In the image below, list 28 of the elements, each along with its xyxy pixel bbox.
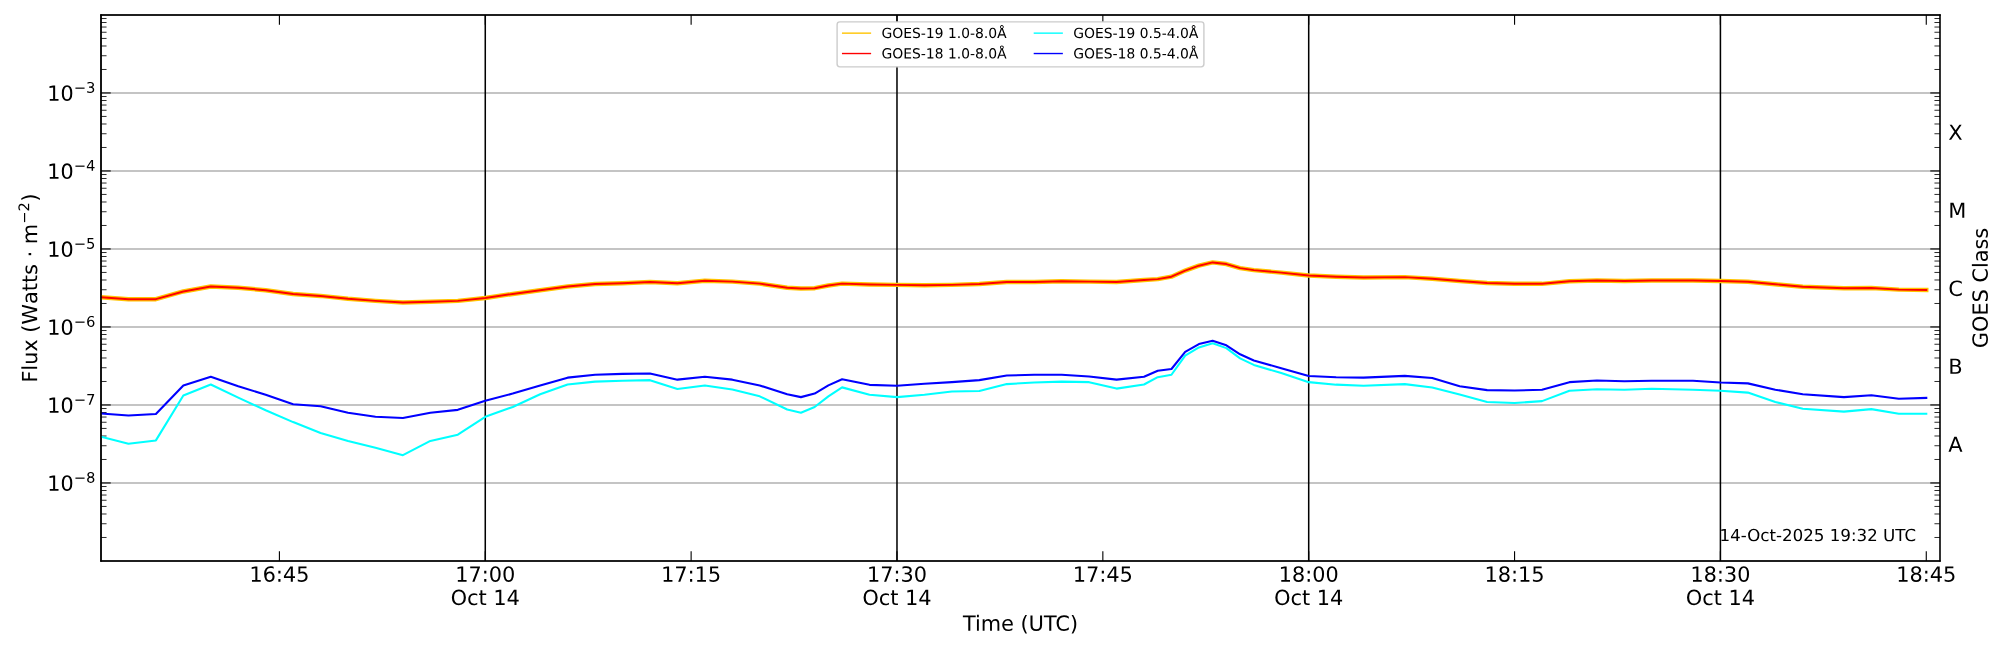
annotation: 14-Oct-2025 19:32 UTC <box>1721 528 1916 542</box>
category-label: B <box>1950 358 1962 374</box>
x-tick-label: 17:00 Oct 14 <box>451 566 519 606</box>
y-tick-label: 10$^{−4}$ <box>49 160 95 180</box>
y2-axis-title: GOES Class <box>1971 228 1988 347</box>
legend-label: GOES-19 0.5-4.0Å <box>1074 25 1199 39</box>
x-tick-label: 18:45 <box>1898 566 1955 582</box>
y-tick-label: 10$^{−5}$ <box>49 238 95 258</box>
y-tick-label: 10$^{−6}$ <box>49 315 95 335</box>
y-tick-label: 10$^{−8}$ <box>49 471 95 491</box>
y-axis-title: Flux (Watts · m$^{−2}$) <box>18 195 40 381</box>
x-tick-label: 18:30 Oct 14 <box>1687 566 1754 606</box>
x-axis-title: Time (UTC) <box>962 614 1077 634</box>
legend-label: GOES-18 1.0-8.0Å <box>882 45 1007 59</box>
category-label: A <box>1948 436 1963 452</box>
category-label: M <box>1950 202 1965 218</box>
x-tick-label: 17:15 <box>663 566 720 582</box>
y-tick-label: 10$^{−7}$ <box>49 394 95 414</box>
category-label: X <box>1948 124 1962 140</box>
x-tick-label: 17:30 Oct 14 <box>863 566 931 606</box>
legend-label: GOES-18 0.5-4.0Å <box>1074 45 1199 59</box>
x-tick-label: 17:45 <box>1075 566 1132 582</box>
y-tick-label: 10$^{−3}$ <box>49 81 95 101</box>
x-tick-label: 16:45 <box>251 566 308 582</box>
x-tick-label: 18:15 <box>1486 566 1543 582</box>
x-tick-label: 18:00 Oct 14 <box>1275 566 1343 606</box>
category-label: C <box>1949 280 1962 297</box>
legend-label: GOES-19 1.0-8.0Å <box>882 25 1007 39</box>
